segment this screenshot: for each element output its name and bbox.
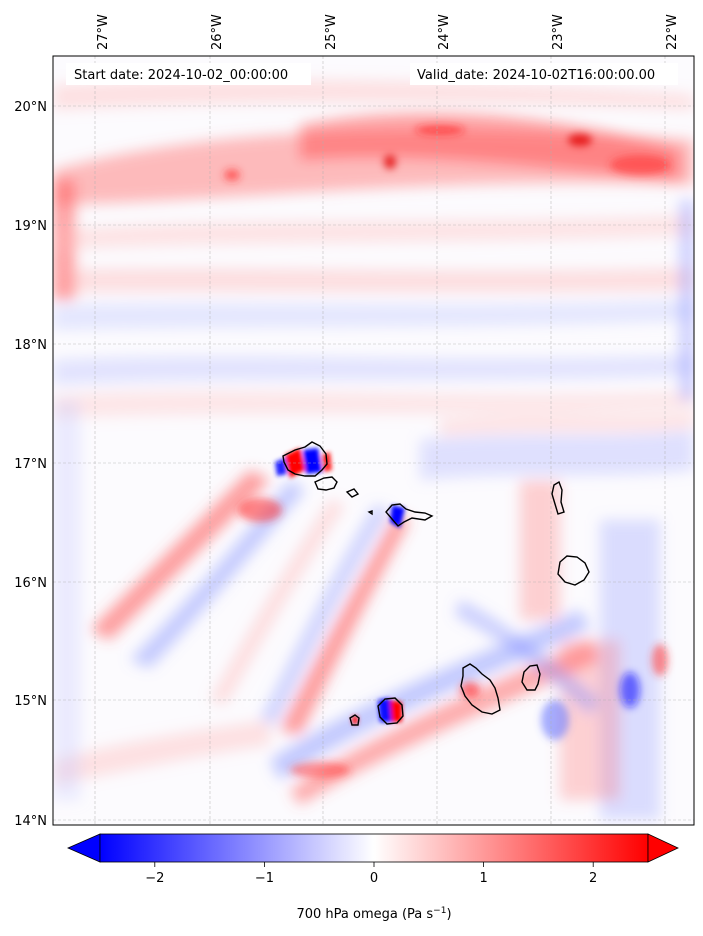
colorbar-tick-label: −1: [255, 871, 274, 886]
lat-label-19n: 19°N: [14, 219, 47, 234]
island-maio: [521, 664, 541, 691]
omega-field-peaks: [224, 125, 670, 778]
island-santiago: [460, 663, 501, 715]
lat-label-15n: 15°N: [14, 694, 47, 709]
island-coastlines: [282, 441, 590, 726]
colorbar-label: 700 hPa omega (Pa s−1): [296, 906, 451, 922]
island-boa-vista: [557, 555, 590, 586]
island-sao-nicolau: [367, 503, 434, 527]
island-sao-vicente: [314, 476, 338, 491]
colorbar-tick-label: 2: [589, 871, 597, 886]
lat-label-20n: 20°N: [14, 100, 47, 115]
lon-label-24w: 24°W: [437, 14, 452, 50]
colorbar-tick-label: 1: [479, 871, 487, 886]
start-date-box: [66, 63, 311, 85]
omega-field-shading: [53, 79, 694, 820]
colorbar-tick-label: −2: [145, 871, 164, 886]
island-santa-luzia: [345, 488, 360, 498]
omega-field-plot: [53, 56, 694, 825]
lon-label-26w: 26°W: [210, 14, 225, 50]
map-gridlines: [53, 56, 694, 825]
lon-label-22w: 22°W: [665, 14, 680, 50]
lon-label-25w: 25°W: [324, 14, 339, 50]
latitude-labels: 20°N 19°N 18°N 17°N 16°N 15°N 14°N: [14, 100, 47, 829]
lon-label-27w: 27°W: [96, 14, 111, 50]
colorbar-ticks: −2 −1 0 1 2: [145, 862, 597, 886]
island-fogo: [377, 697, 404, 725]
colorbar-extend-left: [67, 833, 101, 863]
colorbar: −2 −1 0 1 2 700 hPa omega (Pa s−1): [67, 833, 679, 922]
island-sal: [551, 480, 565, 515]
start-date-text: Start date: 2024-10-02_00:00:00: [74, 68, 288, 83]
valid-date-text: Valid_date: 2024-10-02T16:00:00.00: [417, 68, 655, 83]
colorbar-label-close: ): [446, 907, 451, 922]
colorbar-label-exp: −1: [433, 906, 446, 916]
lat-label-17n: 17°N: [14, 457, 47, 472]
colorbar-gradient: [99, 833, 649, 863]
lon-label-23w: 23°W: [551, 14, 566, 50]
colorbar-tick-label: 0: [370, 871, 378, 886]
lat-label-18n: 18°N: [14, 338, 47, 353]
lat-label-16n: 16°N: [14, 576, 47, 591]
longitude-labels: 27°W 26°W 25°W 24°W 23°W 22°W: [96, 14, 680, 50]
island-santo-antao: [282, 441, 328, 477]
map-frame: [52, 55, 695, 826]
colorbar-label-main: 700 hPa omega (Pa s: [296, 907, 433, 922]
lat-label-14n: 14°N: [14, 814, 47, 829]
island-brava: [349, 714, 360, 726]
valid-date-box: [410, 63, 678, 85]
colorbar-extend-right: [647, 833, 679, 863]
